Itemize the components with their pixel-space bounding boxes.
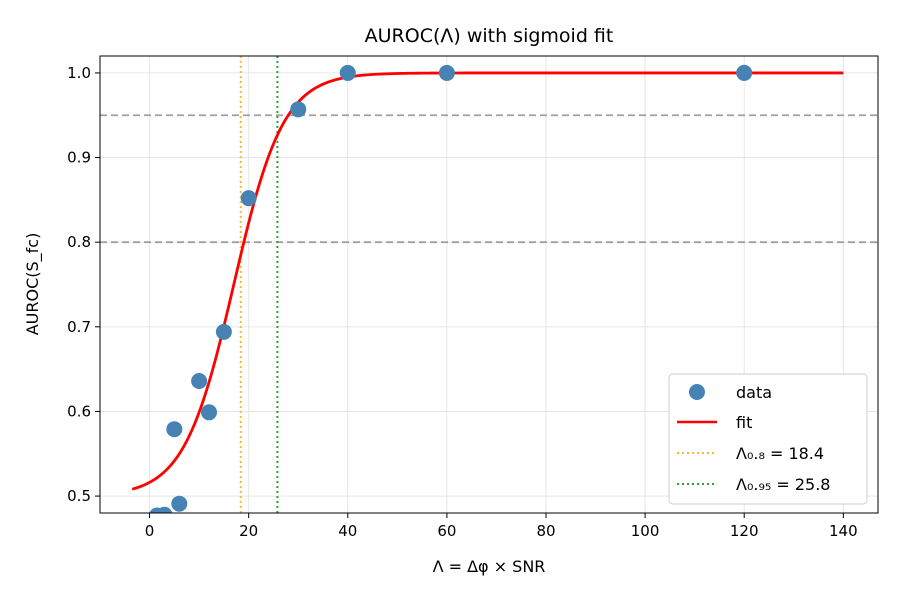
data-point: [290, 101, 307, 118]
x-tick-label: 120: [730, 522, 759, 540]
x-tick-label: 100: [631, 522, 660, 540]
data-point: [438, 64, 455, 81]
y-tick-label: 1.0: [67, 64, 91, 82]
y-axis: 0.5 0.6 0.7 0.8 0.9 1.0: [67, 64, 100, 505]
y-tick-label: 0.5: [67, 487, 91, 505]
data-point: [166, 421, 183, 438]
x-axis: 0 20 40 60 80 100 120 140: [145, 513, 858, 540]
data-point: [215, 323, 232, 340]
data-point: [156, 506, 173, 513]
data-point: [339, 64, 356, 81]
data-point: [201, 404, 218, 421]
x-tick-label: 80: [536, 522, 555, 540]
data-point: [736, 64, 753, 81]
x-tick-label: 140: [829, 522, 858, 540]
legend-data-label: data: [736, 383, 772, 402]
y-tick-label: 0.9: [67, 149, 91, 167]
y-tick-label: 0.6: [67, 402, 91, 420]
y-axis-title: AUROC(S_fc): [23, 233, 43, 336]
data-points: [149, 64, 753, 513]
legend-lambda08-label: Λ₀.₈ = 18.4: [736, 444, 824, 463]
data-point: [240, 190, 257, 207]
legend-data-marker: [689, 384, 705, 400]
x-axis-title: Λ = Δφ × SNR: [433, 557, 546, 576]
data-point: [171, 495, 188, 512]
x-tick-label: 20: [239, 522, 258, 540]
x-tick-label: 40: [338, 522, 357, 540]
plot-frame: [99, 55, 879, 514]
fit-layer: [131, 71, 844, 491]
y-tick-label: 0.8: [67, 233, 91, 251]
y-tick-label: 0.7: [67, 318, 91, 336]
legend-frame: [668, 373, 868, 505]
fit-curve: [131, 71, 844, 491]
data-point: [191, 372, 208, 389]
x-tick-label: 60: [437, 522, 456, 540]
x-tick-label: 0: [145, 522, 155, 540]
legend-fit-label: fit: [736, 413, 752, 432]
legend: data fit Λ₀.₈ = 18.4 Λ₀.₉₅ = 25.8: [668, 373, 868, 505]
chart-title: AUROC(Λ) with sigmoid fit: [365, 25, 614, 47]
legend-lambda095-label: Λ₀.₉₅ = 25.8: [736, 475, 830, 494]
